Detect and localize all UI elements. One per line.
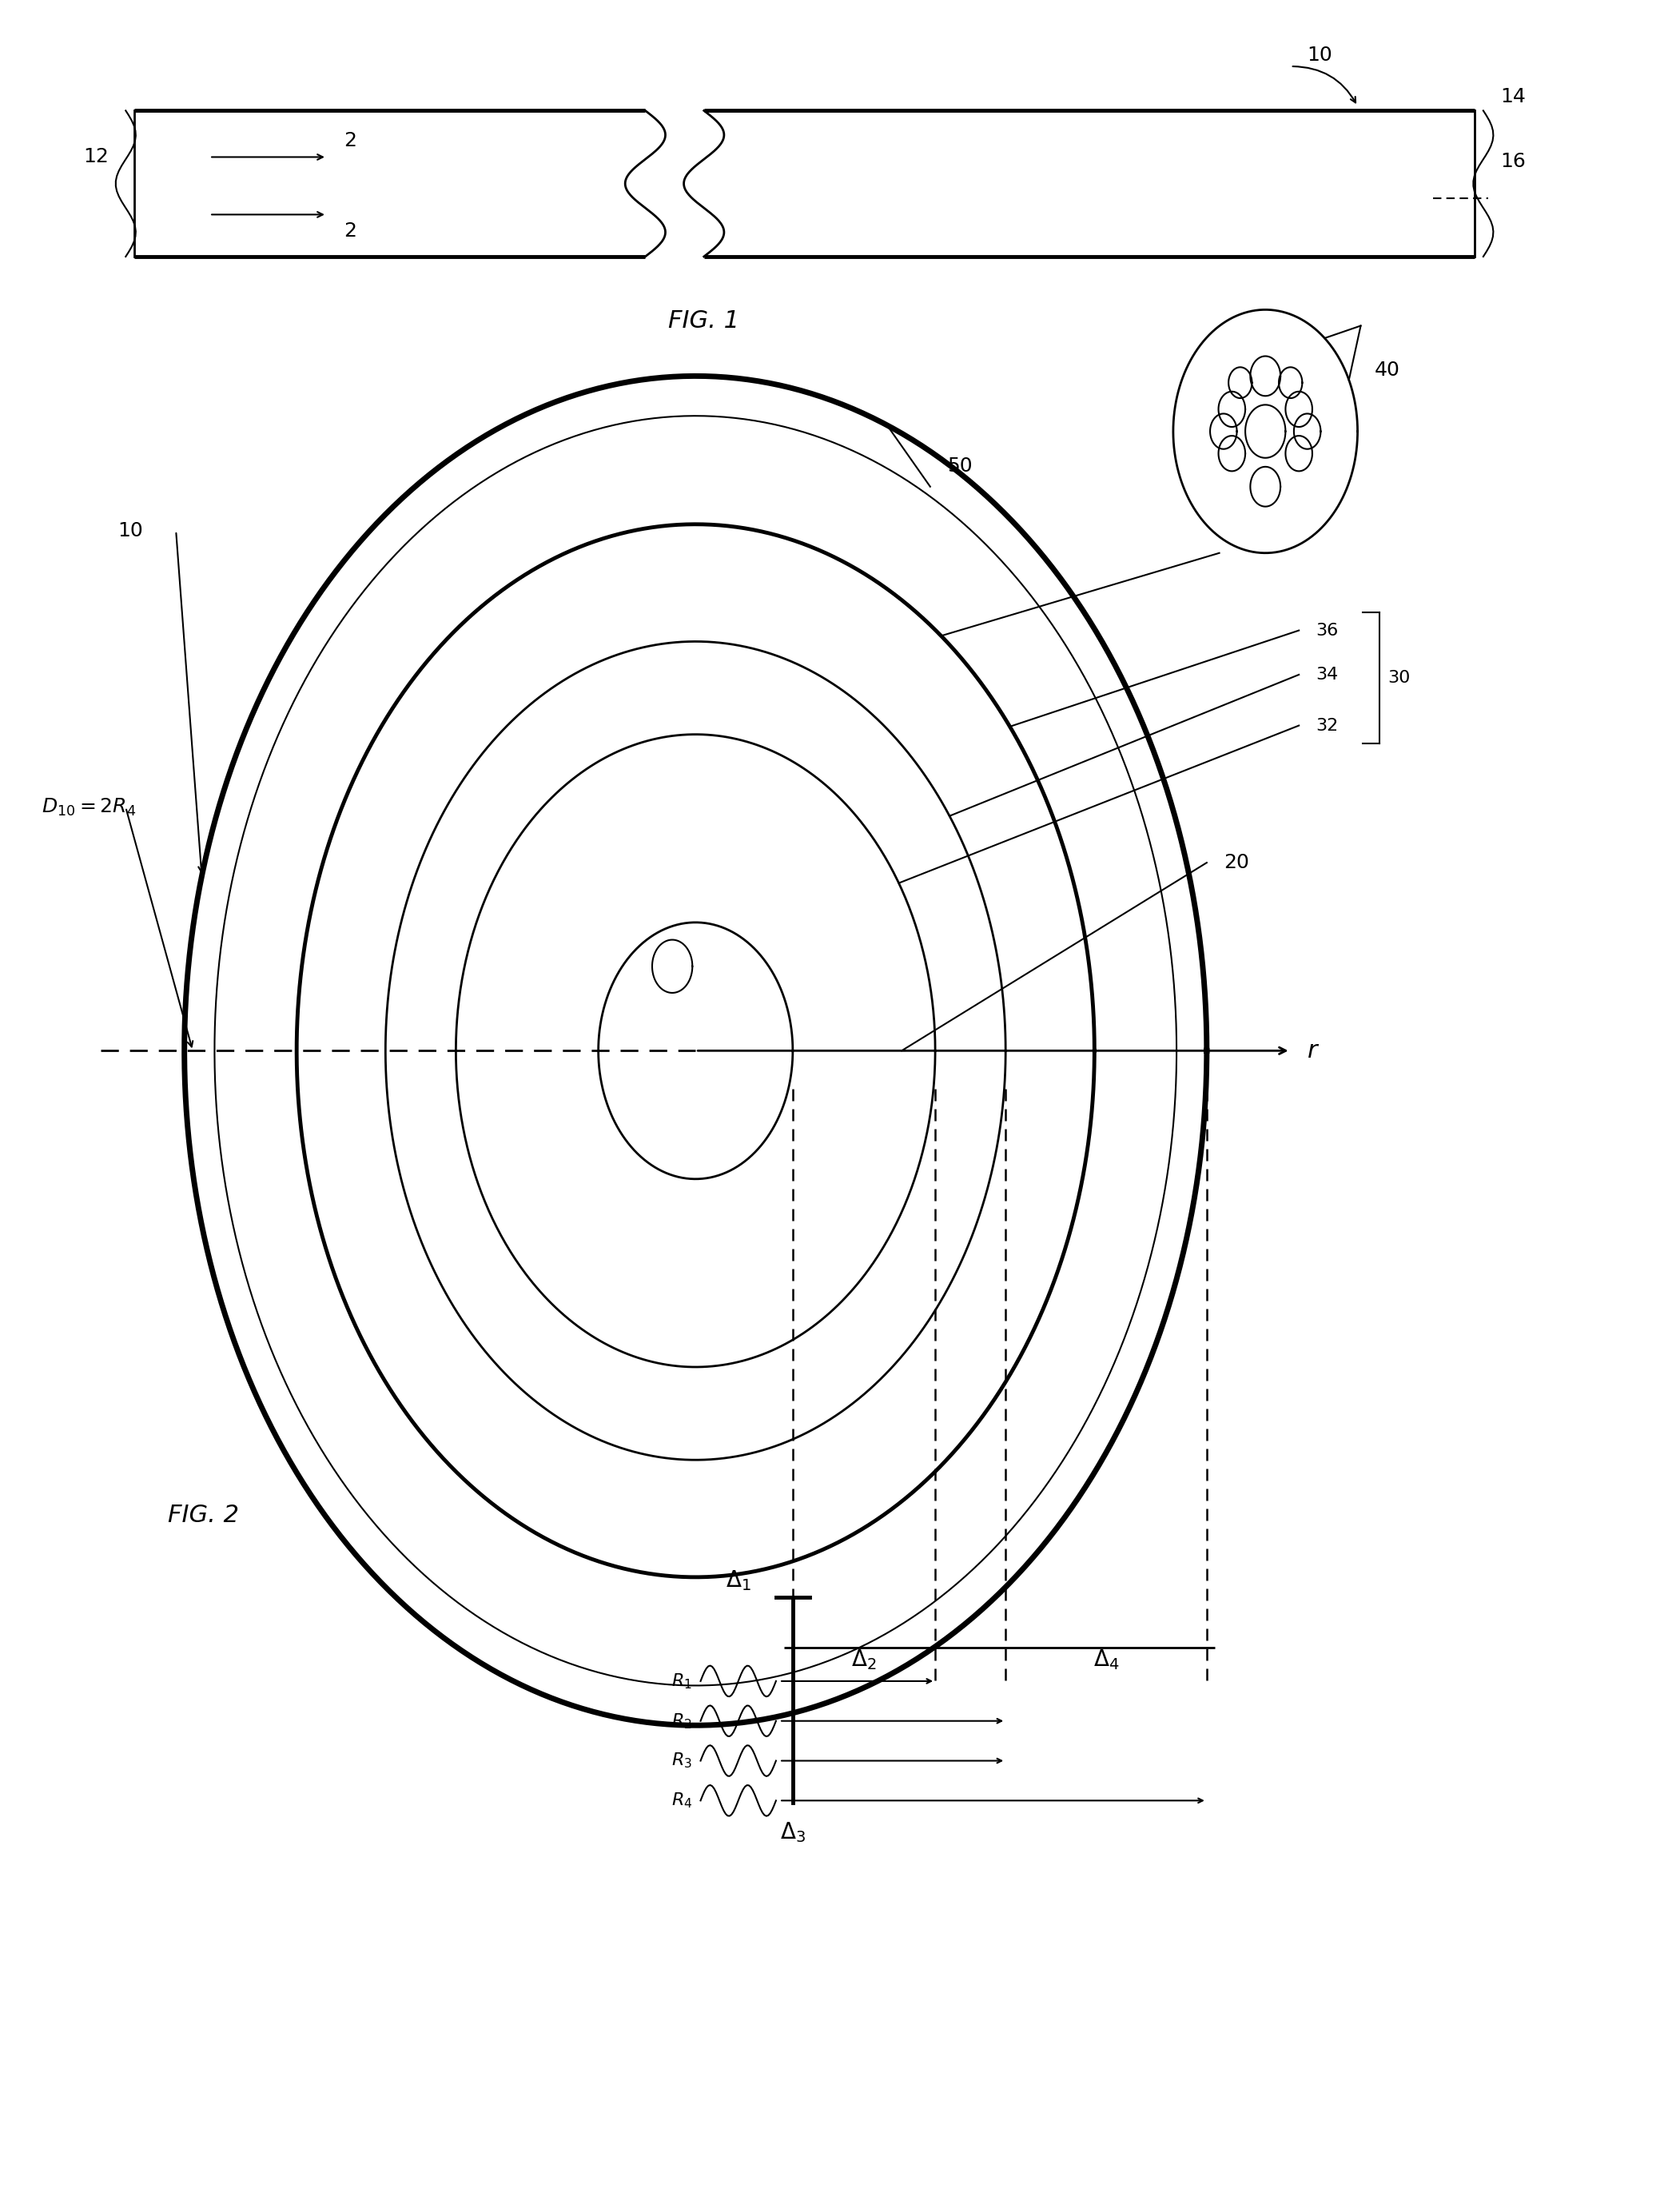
Text: 32: 32 xyxy=(1316,717,1337,734)
Text: $D_{10}=2R_4$: $D_{10}=2R_4$ xyxy=(42,796,136,818)
Text: $R_4$: $R_4$ xyxy=(670,1792,692,1809)
Text: 20: 20 xyxy=(1223,854,1249,872)
Text: 2: 2 xyxy=(344,131,357,150)
Text: $R_3$: $R_3$ xyxy=(672,1752,692,1770)
Text: 16: 16 xyxy=(1500,153,1525,170)
Text: FIG. 2: FIG. 2 xyxy=(168,1504,238,1526)
Text: 2: 2 xyxy=(344,221,357,241)
Text: 30: 30 xyxy=(1388,670,1411,686)
Text: 36: 36 xyxy=(1316,622,1337,639)
Text: $\Delta_3$: $\Delta_3$ xyxy=(779,1820,806,1845)
Text: FIG. 1: FIG. 1 xyxy=(669,310,739,332)
Text: 10: 10 xyxy=(1307,46,1332,64)
Text: $R_2$: $R_2$ xyxy=(672,1712,692,1730)
Text: 40: 40 xyxy=(1374,361,1399,380)
Text: $\Delta_1$: $\Delta_1$ xyxy=(726,1568,751,1593)
Text: $R_1$: $R_1$ xyxy=(672,1672,692,1690)
Text: 50: 50 xyxy=(947,456,972,476)
Text: 12: 12 xyxy=(84,148,109,166)
Text: $\Delta_2$: $\Delta_2$ xyxy=(851,1648,877,1672)
Text: $\Delta_4$: $\Delta_4$ xyxy=(1093,1648,1120,1672)
Text: 34: 34 xyxy=(1316,666,1337,684)
Text: 14: 14 xyxy=(1500,86,1525,106)
Text: r: r xyxy=(1307,1040,1317,1062)
Text: 10: 10 xyxy=(117,522,142,540)
